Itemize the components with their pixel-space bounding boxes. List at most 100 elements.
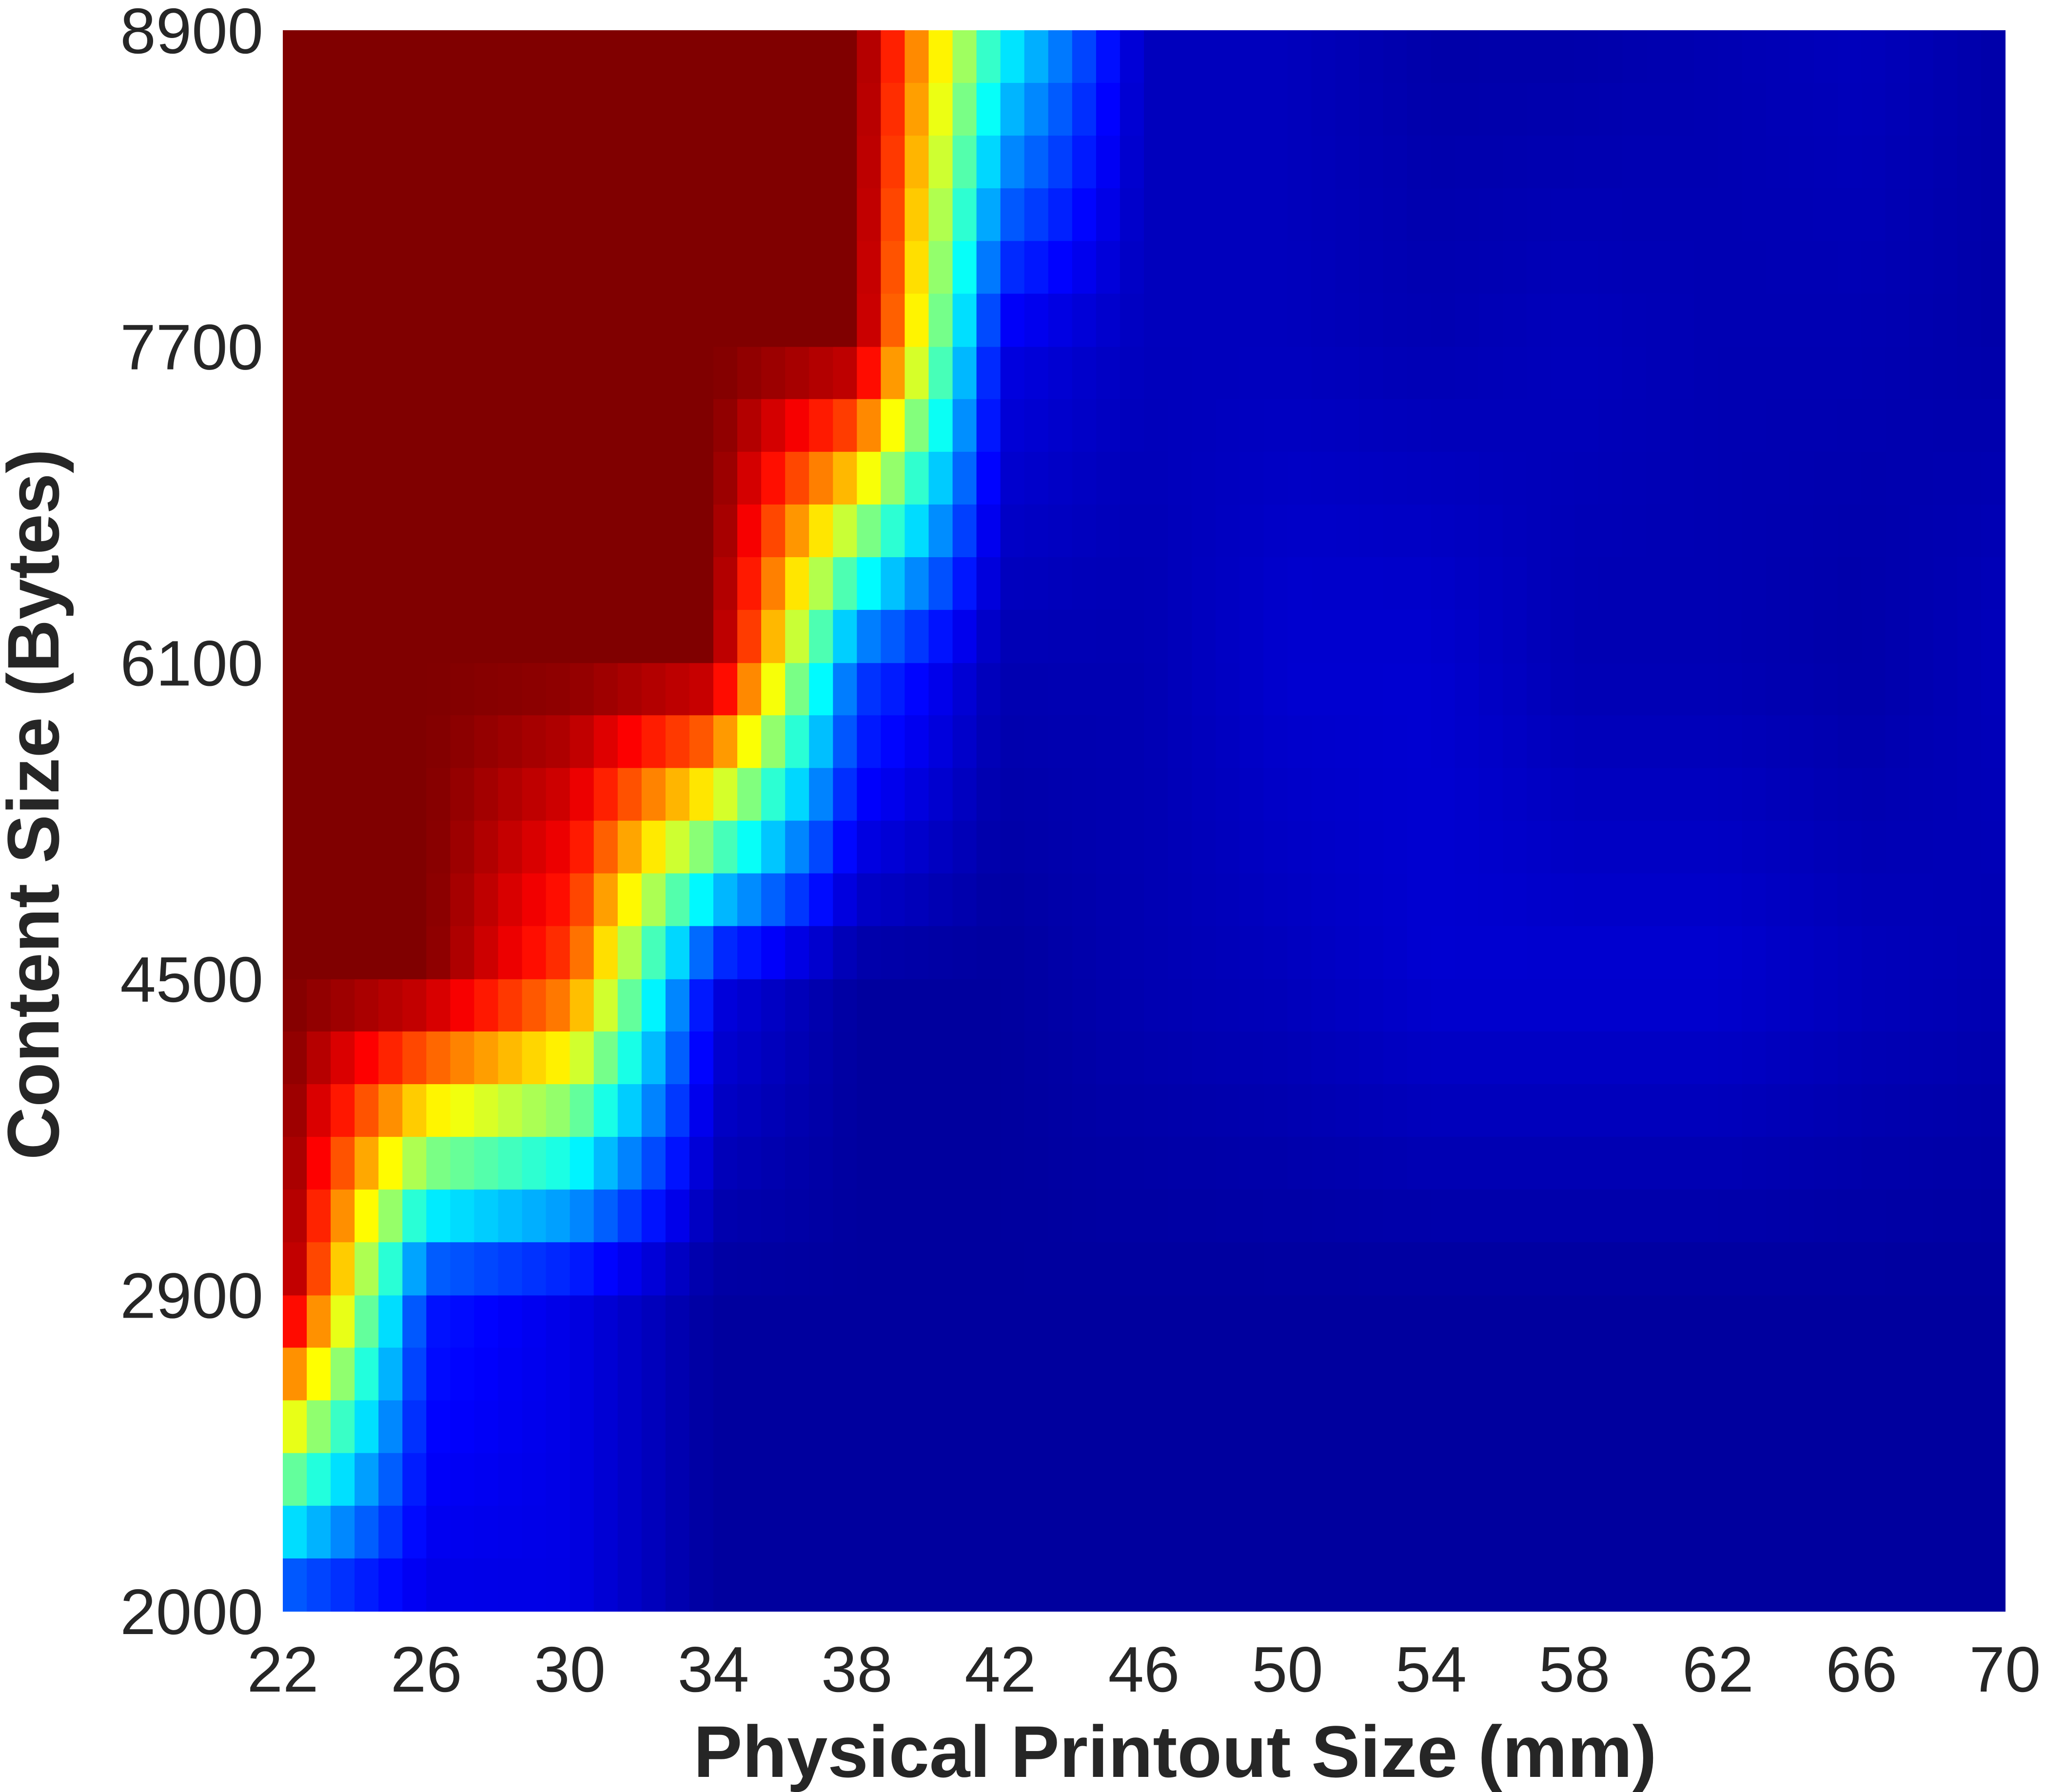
heatmap-sample — [378, 873, 403, 927]
heatmap-sample — [1550, 1189, 1575, 1243]
heatmap-sample — [1526, 399, 1551, 452]
heatmap-sample — [1502, 1453, 1527, 1506]
heatmap-cell — [1718, 346, 1862, 663]
heatmap-sample — [1168, 1453, 1193, 1506]
heatmap-sample — [1072, 504, 1097, 558]
heatmap-sample — [1287, 451, 1312, 505]
heatmap-sample — [1909, 1558, 1934, 1612]
heatmap-sample — [1789, 399, 1814, 452]
heatmap-sample — [1383, 1347, 1408, 1401]
heatmap-sample — [474, 768, 499, 821]
heatmap-sample — [1000, 451, 1025, 505]
heatmap-sample — [1287, 768, 1312, 821]
heatmap-sample — [1909, 1505, 1934, 1559]
heatmap-sample — [1431, 1189, 1455, 1243]
heatmap-sample — [1742, 662, 1767, 716]
heatmap-sample — [857, 715, 882, 769]
heatmap-sample — [1000, 83, 1025, 136]
heatmap-sample — [1742, 451, 1767, 505]
heatmap-sample — [881, 926, 905, 979]
heatmap-sample — [641, 662, 666, 716]
heatmap-sample — [1359, 1084, 1384, 1138]
heatmap-sample — [1502, 1137, 1527, 1190]
heatmap-sample — [665, 293, 690, 347]
heatmap-sample — [1885, 715, 1910, 769]
heatmap-sample — [1000, 293, 1025, 347]
heatmap-sample — [1789, 768, 1814, 821]
heatmap-sample — [689, 1189, 714, 1243]
heatmap-sample — [1933, 926, 1958, 979]
heatmap-sample — [522, 1242, 547, 1296]
heatmap-sample — [881, 504, 905, 558]
heatmap-sample — [354, 1031, 379, 1085]
heatmap-sample — [1120, 504, 1144, 558]
heatmap-sample — [402, 1505, 427, 1559]
heatmap-sample — [1072, 1400, 1097, 1454]
heatmap-sample — [1407, 1242, 1432, 1296]
heatmap-sample — [307, 1084, 332, 1138]
heatmap-sample — [1024, 1295, 1049, 1348]
heatmap-cell — [1574, 346, 1719, 663]
heatmap-sample — [426, 557, 451, 611]
heatmap-sample — [1574, 557, 1599, 611]
heatmap-sample — [1957, 768, 1982, 821]
heatmap-sample — [1478, 136, 1503, 189]
heatmap-sample — [1431, 136, 1455, 189]
heatmap-sample — [617, 768, 642, 821]
heatmap-cell — [283, 662, 427, 979]
heatmap-sample — [1694, 873, 1719, 927]
heatmap-sample — [617, 1031, 642, 1085]
heatmap-sample — [1000, 1558, 1025, 1612]
heatmap-sample — [833, 1505, 858, 1559]
heatmap-sample — [1957, 820, 1982, 874]
heatmap-sample — [1766, 1031, 1790, 1085]
heatmap-sample — [833, 241, 858, 294]
heatmap-sample — [952, 715, 977, 769]
heatmap-sample — [1598, 557, 1623, 611]
heatmap-sample — [809, 451, 834, 505]
heatmap-sample — [1670, 873, 1695, 927]
heatmap-sample — [1335, 768, 1360, 821]
heatmap-sample — [1670, 451, 1695, 505]
heatmap-sample — [1670, 715, 1695, 769]
heatmap-sample — [1622, 1505, 1647, 1559]
heatmap-sample — [283, 399, 308, 452]
heatmap-sample — [785, 1505, 810, 1559]
heatmap-sample — [1526, 346, 1551, 400]
heatmap-sample — [1478, 820, 1503, 874]
heatmap-sample — [881, 399, 905, 452]
heatmap-sample — [1813, 30, 1838, 84]
heatmap-sample — [450, 30, 475, 84]
heatmap-sample — [402, 1400, 427, 1454]
heatmap-sample — [1072, 1084, 1097, 1138]
heatmap-sample — [1742, 399, 1767, 452]
heatmap-sample — [1263, 1189, 1288, 1243]
heatmap-sample — [1239, 1558, 1264, 1612]
heatmap-sample — [857, 136, 882, 189]
heatmap-sample — [1455, 1453, 1479, 1506]
heatmap-sample — [1933, 30, 1958, 84]
heatmap-sample — [928, 662, 953, 716]
heatmap-sample — [1718, 1242, 1743, 1296]
heatmap-sample — [1670, 1137, 1695, 1190]
heatmap-sample — [1216, 557, 1240, 611]
heatmap-sample — [402, 715, 427, 769]
heatmap-sample — [1000, 715, 1025, 769]
heatmap-sample — [522, 557, 547, 611]
heatmap-sample — [1311, 768, 1336, 821]
heatmap-sample — [1574, 820, 1599, 874]
heatmap-sample — [1096, 451, 1121, 505]
heatmap-sample — [1837, 136, 1862, 189]
heatmap-sample — [1598, 451, 1623, 505]
heatmap-sample — [1120, 820, 1144, 874]
heatmap-sample — [952, 1189, 977, 1243]
heatmap-sample — [1192, 926, 1217, 979]
heatmap-sample — [1263, 136, 1288, 189]
heatmap-sample — [1192, 557, 1217, 611]
heatmap-sample — [1718, 1084, 1743, 1138]
heatmap-sample — [426, 241, 451, 294]
heatmap-sample — [1455, 346, 1479, 400]
heatmap-sample — [378, 451, 403, 505]
heatmap-sample — [976, 1295, 1001, 1348]
heatmap-sample — [1335, 1189, 1360, 1243]
